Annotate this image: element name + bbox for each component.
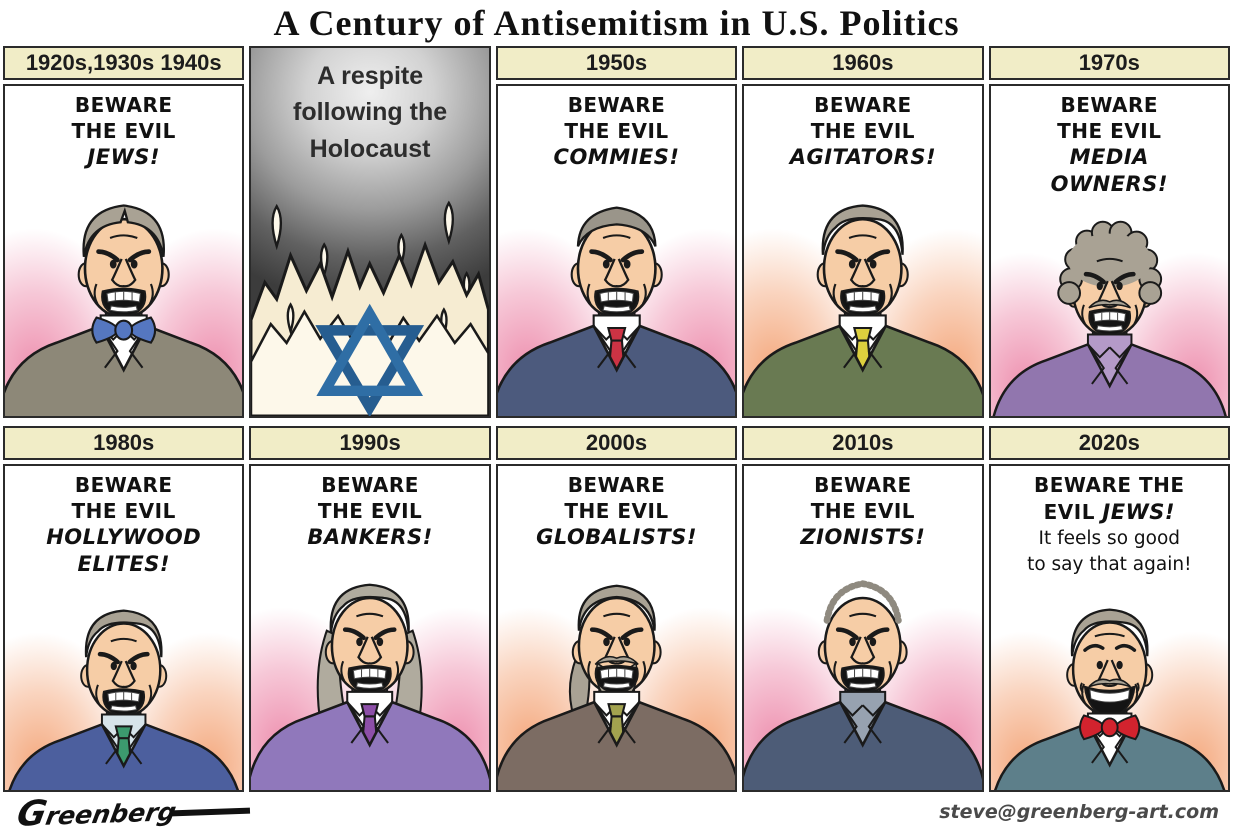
panel-caption: BEWARE THE EVIL ZIONISTS! (744, 466, 981, 551)
caption-line: JEWS! (87, 145, 160, 170)
figure-cartoon-man (744, 204, 982, 416)
caption-line: OWNERS! (1050, 172, 1168, 197)
panel-era-header: 1950s (495, 46, 738, 80)
panel-era-header: 1970s (988, 46, 1230, 80)
panel-2010s: 2010s BEWARE THE EVIL ZIONISTS! (742, 426, 984, 792)
panel-caption: BEWARE THE EVIL HOLLYWOOD ELITES! (5, 466, 242, 578)
panel-1960s: 1960s BEWARE THE EVIL AGITATORS! (742, 46, 984, 418)
caption-line: BEWARE THE (1033, 473, 1185, 497)
caption-line: BEWARE (814, 93, 912, 117)
panel-grid: 1920s,1930s 1940s BEWARE THE EVIL JEWS! A re… (0, 46, 1233, 792)
caption-line: GLOBALISTS! (536, 525, 697, 550)
caption-line: EVIL JEWS! (1043, 499, 1175, 524)
panel-caption: BEWARE THE EVIL GLOBALISTS! (498, 466, 735, 551)
panel-era-header: 2000s (495, 426, 738, 460)
panel-caption: BEWARE THE EVIL COMMIES! (498, 86, 735, 171)
caption-line: BEWARE (814, 473, 912, 497)
caption-line: THE EVIL (810, 498, 916, 523)
caption-line: to say that again! (1027, 554, 1192, 576)
figure-cartoon-man (744, 580, 982, 790)
caption-line: BEWARE (567, 473, 666, 497)
panel-body: BEWARE THE EVIL BANKERS! (249, 464, 491, 792)
panel-1980s: 1980s BEWARE THE EVIL HOLLYWOOD ELITES! (3, 426, 245, 792)
caption-line: HOLLYWOOD (46, 525, 202, 550)
panel-1970s: 1970s BEWARE THE EVIL MEDIA OWNERS! (988, 46, 1230, 418)
panel-figure (251, 551, 489, 790)
caption-line: BEWARE (74, 93, 173, 117)
caption-line: THE EVIL (1057, 118, 1162, 143)
caption-line: AGITATORS! (789, 145, 937, 170)
caption-line: BEWARE (1060, 93, 1159, 117)
caption-line: BEWARE (74, 473, 173, 497)
figure-cartoon-man (5, 609, 243, 790)
figure-cartoon-man (5, 204, 243, 416)
panel-1990s: 1990s BEWARE THE EVIL BANKERS! (249, 426, 491, 792)
page-title: A Century of Antisemitism in U.S. Politi… (273, 3, 960, 43)
caption-line: BANKERS! (307, 525, 433, 550)
panel-respite: A respite following the Holocaust (249, 46, 491, 418)
panel-caption: BEWARE THE EVIL JEWS! (5, 86, 242, 171)
artist-email: steve@greenberg-art.com (939, 801, 1219, 823)
panel-era-header: 1920s,1930s 1940s (3, 46, 245, 80)
panel-era-header: 2010s (742, 426, 984, 460)
panel-era-header: 1990s (249, 426, 491, 460)
caption-line: THE EVIL (564, 498, 669, 523)
panel-caption: BEWARE THE EVIL MEDIA OWNERS! (991, 86, 1228, 198)
panel-body: BEWARE THE EVIL COMMIES! (495, 84, 738, 418)
caption-line: THE EVIL (564, 118, 669, 143)
panel-figure (990, 198, 1228, 416)
panel-figure (990, 577, 1228, 790)
panel-body: BEWARE THE EVIL JEWS! It feels so good to s… (988, 464, 1230, 792)
panel-caption: BEWARE THE EVIL JEWS! It feels so good to s… (991, 466, 1228, 577)
figure-cartoon-man (990, 220, 1228, 416)
panel-era-header: 1980s (3, 426, 245, 460)
star-of-david-icon (315, 325, 425, 416)
respite-body: A respite following the Holocaust (249, 46, 491, 418)
figure-cartoon-man (990, 608, 1228, 790)
panel-1950s: 1950s BEWARE THE EVIL COMMIES! (495, 46, 738, 418)
caption-line: THE EVIL (71, 498, 176, 523)
caption-line: THE EVIL (317, 498, 423, 523)
caption-line: BEWARE (321, 473, 419, 497)
panel-body: BEWARE THE EVIL MEDIA OWNERS! (988, 84, 1230, 418)
footer: Greenberg steve@greenberg-art.com (0, 792, 1233, 835)
panel-figure (5, 578, 243, 790)
panel-figure (497, 551, 736, 790)
panel-era-header: 2020s (988, 426, 1230, 460)
figure-cartoon-man (497, 584, 736, 790)
holocaust-flames-art (251, 200, 489, 416)
artist-signature-text: Greenberg (13, 793, 179, 835)
panel-body: BEWARE THE EVIL AGITATORS! (742, 84, 984, 418)
caption-line: It feels so good (1038, 528, 1181, 550)
panel-1920s-1930s-1940s: 1920s,1930s 1940s BEWARE THE EVIL JEWS! (3, 46, 245, 418)
panel-caption: BEWARE THE EVIL AGITATORS! (744, 86, 981, 171)
caption-line: THE EVIL (71, 118, 176, 143)
figure-cartoon-man (497, 206, 736, 416)
panel-figure (744, 171, 982, 416)
panel-2000s: 2000s BEWARE THE EVIL GLOBALISTS! (495, 426, 738, 792)
panel-2020s: 2020s BEWARE THE EVIL JEWS! It feels so goo… (988, 426, 1230, 792)
caption-line: THE EVIL (810, 118, 916, 143)
caption-line: ZIONISTS! (800, 525, 926, 550)
panel-body: BEWARE THE EVIL GLOBALISTS! (495, 464, 738, 792)
panel-era-header: 1960s (742, 46, 984, 80)
caption-line: MEDIA (1069, 145, 1149, 170)
caption-line: ELITES! (77, 552, 170, 577)
panel-caption: BEWARE THE EVIL BANKERS! (251, 466, 488, 551)
caption-line: COMMIES! (553, 145, 680, 170)
signature-flourish (171, 807, 250, 817)
caption-line: BEWARE (567, 93, 666, 117)
panel-figure (497, 171, 736, 416)
figure-cartoon-man (251, 583, 489, 790)
panel-body: BEWARE THE EVIL HOLLYWOOD ELITES! (3, 464, 245, 792)
respite-caption: A respite following the Holocaust (293, 62, 448, 163)
panel-body: BEWARE THE EVIL ZIONISTS! (742, 464, 984, 792)
panel-figure (5, 171, 243, 416)
panel-figure (744, 551, 982, 790)
artist-signature: Greenberg (14, 792, 250, 835)
panel-body: BEWARE THE EVIL JEWS! (3, 84, 245, 418)
